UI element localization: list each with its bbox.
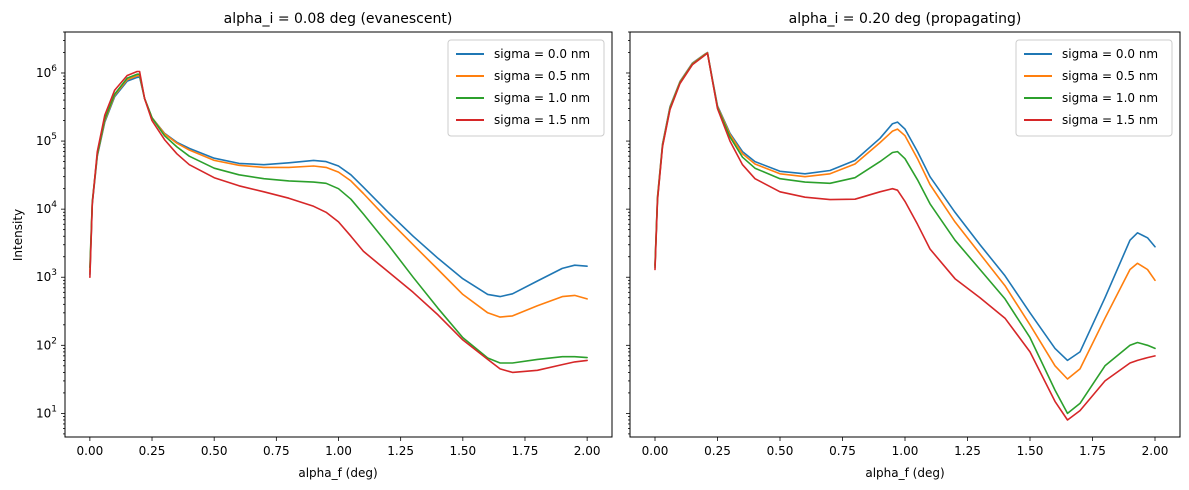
right-plot-series xyxy=(654,51,1156,421)
left-x-axis-label: alpha_f (deg) xyxy=(298,466,377,480)
left-y-tick-label: 104 xyxy=(36,200,57,216)
left-legend-label-0: sigma = 0.0 nm xyxy=(494,47,590,61)
left-x-tick-label: 1.50 xyxy=(449,444,476,458)
left-y-axis-ticks: 101 102 103 104 105 106 xyxy=(36,31,65,435)
left-legend-label-2: sigma = 1.0 nm xyxy=(494,91,590,105)
left-legend: sigma = 0.0 nm sigma = 0.5 nm sigma = 1.0 … xyxy=(447,39,605,137)
right-x-tick-label: 2.00 xyxy=(1142,444,1169,458)
left-plot-series xyxy=(89,70,588,374)
left-y-axis-label: Intensity xyxy=(11,209,25,261)
left-y-tick-label: 103 xyxy=(36,268,57,284)
left-chart-title: alpha_i = 0.08 deg (evanescent) xyxy=(224,11,453,27)
left-x-tick-label: 0.50 xyxy=(201,444,228,458)
left-y-tick-label: 101 xyxy=(36,404,57,420)
right-chart-panel: alpha_i = 0.20 deg (propagating) 0.00 0.2… xyxy=(626,11,1181,480)
left-y-tick-label: 105 xyxy=(36,132,57,148)
right-x-tick-label: 1.25 xyxy=(954,444,981,458)
left-legend-label-3: sigma = 1.5 nm xyxy=(494,113,590,127)
right-legend-label-2: sigma = 1.0 nm xyxy=(1062,91,1158,105)
right-legend-label-1: sigma = 0.5 nm xyxy=(1062,69,1158,83)
right-x-axis-label: alpha_f (deg) xyxy=(865,466,944,480)
right-x-tick-label: 0.75 xyxy=(829,444,856,458)
left-y-tick-label: 102 xyxy=(36,336,57,352)
right-x-axis-ticks: 0.00 0.25 0.50 0.75 1.00 1.25 1.50 1.75 2.00 xyxy=(642,437,1169,458)
right-x-tick-label: 0.25 xyxy=(704,444,731,458)
right-legend-label-3: sigma = 1.5 nm xyxy=(1062,113,1158,127)
left-series-line-1 xyxy=(89,74,588,318)
left-legend-label-1: sigma = 0.5 nm xyxy=(494,69,590,83)
left-x-tick-label: 2.00 xyxy=(574,444,601,458)
left-legend-frame xyxy=(447,39,605,137)
right-legend: sigma = 0.0 nm sigma = 0.5 nm sigma = 1.0 … xyxy=(1015,39,1173,137)
left-x-axis-ticks: 0.00 0.25 0.50 0.75 1.00 1.25 1.50 1.75 2.00 xyxy=(77,437,601,458)
left-x-tick-label: 0.75 xyxy=(263,444,290,458)
left-series-line-3 xyxy=(89,70,588,374)
right-x-tick-label: 1.00 xyxy=(892,444,919,458)
right-legend-frame xyxy=(1015,39,1173,137)
left-x-tick-label: 0.25 xyxy=(139,444,166,458)
left-y-tick-label: 106 xyxy=(36,64,57,80)
right-x-tick-label: 1.50 xyxy=(1017,444,1044,458)
right-x-tick-label: 1.75 xyxy=(1079,444,1106,458)
left-chart-panel: alpha_i = 0.08 deg (evanescent) 0.00 0.25… xyxy=(11,11,613,480)
right-x-tick-label: 0.00 xyxy=(642,444,669,458)
left-x-tick-label: 1.75 xyxy=(512,444,539,458)
left-series-line-0 xyxy=(89,76,588,298)
right-legend-label-0: sigma = 0.0 nm xyxy=(1062,47,1158,61)
left-series-line-2 xyxy=(89,73,588,364)
right-series-line-3 xyxy=(654,52,1156,421)
left-x-tick-label: 0.00 xyxy=(77,444,104,458)
right-chart-title: alpha_i = 0.20 deg (propagating) xyxy=(789,11,1022,27)
left-x-tick-label: 1.25 xyxy=(387,444,414,458)
right-y-axis-ticks xyxy=(626,31,630,435)
left-x-tick-label: 1.00 xyxy=(325,444,352,458)
right-x-tick-label: 0.50 xyxy=(767,444,794,458)
